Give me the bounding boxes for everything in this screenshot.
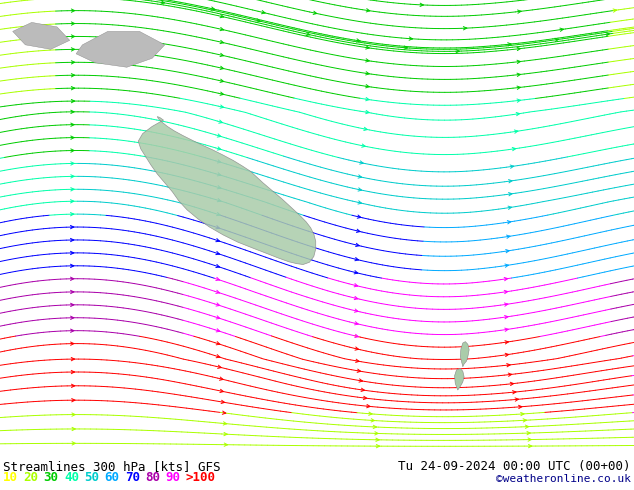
Text: 30: 30 bbox=[44, 471, 59, 484]
Polygon shape bbox=[76, 31, 165, 67]
Polygon shape bbox=[455, 368, 464, 390]
Polygon shape bbox=[460, 342, 469, 367]
Text: 40: 40 bbox=[64, 471, 79, 484]
Text: 90: 90 bbox=[165, 471, 181, 484]
Text: 80: 80 bbox=[145, 471, 160, 484]
Text: 20: 20 bbox=[23, 471, 39, 484]
Polygon shape bbox=[13, 23, 70, 49]
Text: 10: 10 bbox=[3, 471, 18, 484]
Text: 60: 60 bbox=[105, 471, 120, 484]
Text: >100: >100 bbox=[186, 471, 216, 484]
Polygon shape bbox=[138, 117, 316, 265]
Text: 50: 50 bbox=[84, 471, 100, 484]
Text: Tu 24-09-2024 00:00 UTC (00+00): Tu 24-09-2024 00:00 UTC (00+00) bbox=[398, 460, 631, 473]
Text: ©weatheronline.co.uk: ©weatheronline.co.uk bbox=[496, 474, 631, 484]
Text: 70: 70 bbox=[125, 471, 140, 484]
Text: Streamlines 300 hPa [kts] GFS: Streamlines 300 hPa [kts] GFS bbox=[3, 460, 221, 473]
